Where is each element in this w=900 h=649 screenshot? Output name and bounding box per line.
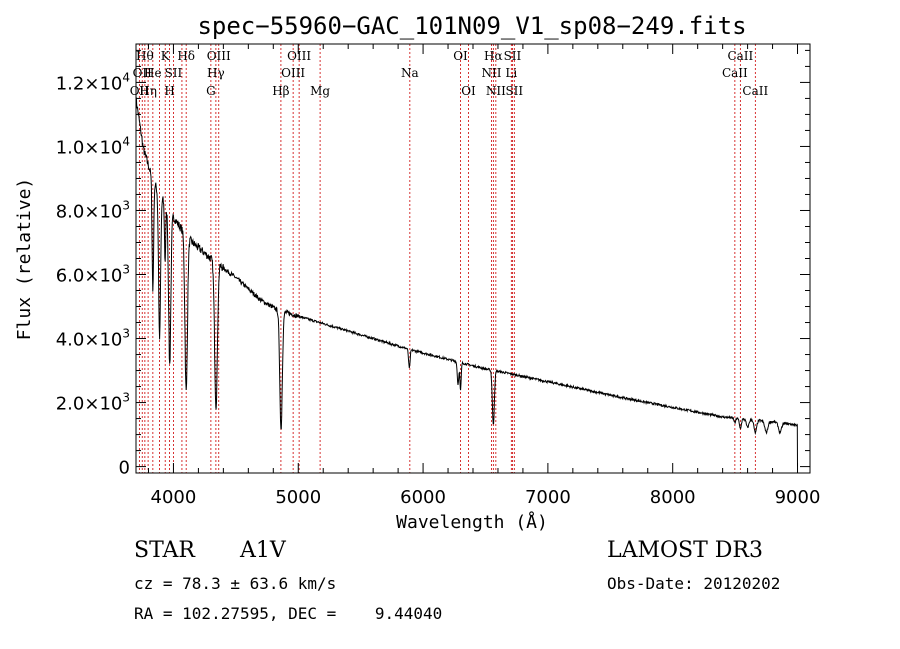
line-marker-label: Hη [139,84,157,98]
line-marker-label: OII [130,84,150,98]
line-marker-label: Hβ [272,84,289,98]
plot-frame [135,43,811,474]
line-marker-label: CaII [722,66,748,80]
line-marker-label: OI [461,84,476,98]
x-axis-ticks: 4000 5000 6000 7000 8000 9000 [147,44,821,508]
line-marker-label: OIII [207,49,231,63]
line-marker-label: SII [505,84,523,98]
line-marker-label: Hδ [177,49,195,63]
x-tick-label: 4000 [151,487,197,508]
spectrum-line [135,97,798,467]
x-tick-label: 7000 [525,487,571,508]
x-axis-label: Wavelength (Å) [396,511,548,533]
line-marker-label: Na [401,66,419,80]
obs-date: Obs-Date: 20120202 [607,574,781,593]
line-marker-label: Hγ [207,66,225,80]
y-tick-label: 2.0×103 [56,391,130,415]
x-tick-label: 9000 [775,487,821,508]
line-marker-label: Mg [310,84,330,98]
y-tick-label: 0 [119,458,130,479]
y-axis-ticks: 0 2.0×103 4.0×103 6.0×103 8.0×103 1.0×104 1.2×… [56,49,810,479]
line-marker-label: K [161,49,171,63]
line-marker-label: SII [504,49,522,63]
line-marker-label: Hα [484,49,503,63]
line-marker-label: Li [505,66,517,80]
line-marker-label: CaII [727,49,753,63]
line-marker-label: He [144,66,162,80]
line-marker-label: G [206,84,216,98]
object-class: STAR [134,538,195,563]
y-tick-label: 6.0×103 [56,263,130,287]
line-marker-label: Hθ [136,49,154,63]
line-marker-label: SII [165,66,183,80]
x-tick-label: 8000 [650,487,696,508]
chart-title: spec−55960−GAC_101N09_V1_sp08−249.fits [197,12,746,40]
y-tick-label: 1.2×104 [56,70,130,94]
line-marker-label: OI [453,49,468,63]
line-marker-label: OIII [281,66,305,80]
line-markers [138,44,756,473]
line-marker-label: H [164,84,174,98]
x-tick-label: 6000 [400,487,446,508]
ra-dec-coordinates: RA = 102.27595, DEC = 9.44040 [134,604,443,623]
line-marker-label: OIII [287,49,311,63]
y-tick-label: 1.0×104 [56,134,130,158]
redshift-value: cz = 78.3 ± 63.6 km/s [134,574,337,593]
line-marker-label: NII [486,84,506,98]
line-marker-label: OII [133,66,153,80]
y-tick-label: 4.0×103 [56,327,130,351]
y-axis-label: Flux (relative) [14,178,35,341]
line-marker-label: CaII [742,84,768,98]
line-marker-label: NII [481,66,501,80]
y-tick-label: 8.0×103 [56,198,130,222]
spectrum-chart: spec−55960−GAC_101N09_V1_sp08−249.fits O… [14,12,821,533]
survey-name: LAMOST DR3 [607,538,763,563]
line-marker-labels: OII OII Hθ Hη He K H SII Hδ G Hγ OIII Hβ OIII OIII Mg Na… [130,49,769,98]
object-subclass: A1V [240,538,286,563]
x-tick-label: 5000 [275,487,321,508]
